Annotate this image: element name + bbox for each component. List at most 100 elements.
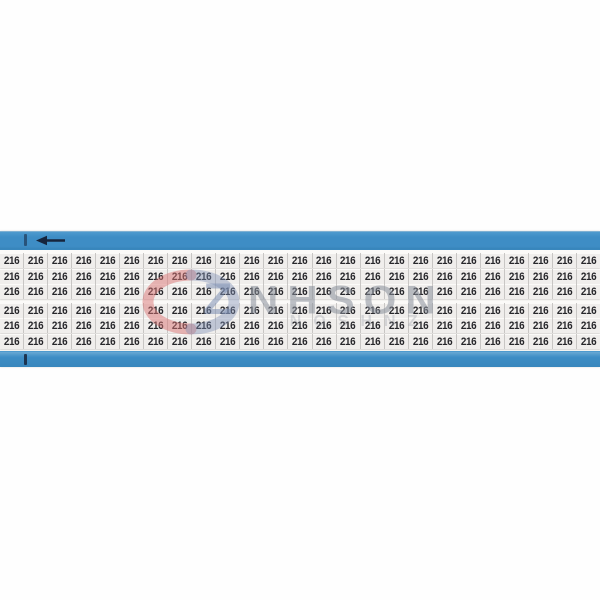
- marker-label-cell: 216: [480, 302, 504, 318]
- marker-label-text: 216: [123, 286, 140, 299]
- marker-label-text: 216: [196, 286, 212, 299]
- marker-label-text: 216: [508, 255, 525, 267]
- marker-label-text: 216: [148, 320, 164, 333]
- marker-label-cell: 216: [24, 318, 48, 334]
- marker-label-text: 216: [220, 335, 236, 348]
- marker-label-text: 216: [172, 335, 188, 348]
- marker-label-text: 216: [532, 320, 549, 333]
- marker-label-text: 216: [508, 270, 525, 283]
- marker-label-cell: 216: [504, 253, 528, 268]
- marker-label-cell: 216: [0, 253, 24, 268]
- marker-label-cell: 216: [336, 253, 360, 268]
- marker-label-text: 216: [3, 320, 20, 333]
- marker-label-cell: 216: [96, 333, 120, 349]
- marker-label-cell: 216: [120, 302, 144, 318]
- marker-label-cell: 216: [552, 268, 576, 284]
- marker-label-cell: 216: [336, 284, 360, 300]
- marker-label-cell: 216: [288, 333, 312, 349]
- marker-label-text: 216: [172, 286, 188, 299]
- marker-label-text: 216: [292, 255, 308, 267]
- marker-label-cell: 216: [576, 318, 600, 334]
- marker-label-cell: 216: [312, 253, 336, 268]
- marker-label-cell: 216: [384, 302, 408, 318]
- marker-row: 216 216 216 216 216 216 216 216 216 216 216 216 216 2…: [0, 302, 600, 318]
- marker-label-cell: 216: [576, 268, 600, 284]
- marker-label-text: 216: [436, 286, 453, 299]
- marker-label-cell: 216: [432, 253, 456, 268]
- marker-label-text: 216: [484, 255, 501, 267]
- marker-label-text: 216: [268, 286, 284, 299]
- marker-label-text: 216: [532, 286, 549, 299]
- marker-label-text: 216: [220, 255, 236, 267]
- marker-label-text: 216: [460, 304, 477, 317]
- marker-label-cell: 216: [96, 253, 120, 268]
- marker-label-cell: 216: [456, 302, 480, 318]
- marker-label-cell: 216: [72, 268, 96, 284]
- marker-label-text: 216: [460, 270, 477, 283]
- marker-label-cell: 216: [192, 253, 216, 268]
- marker-label-cell: 216: [576, 253, 600, 268]
- marker-label-cell: 216: [48, 253, 72, 268]
- marker-label-cell: 216: [312, 318, 336, 334]
- marker-label-text: 216: [99, 304, 116, 317]
- marker-label-cell: 216: [0, 268, 24, 284]
- marker-label-cell: 216: [240, 253, 264, 268]
- marker-label-text: 216: [148, 270, 164, 283]
- marker-label-cell: 216: [528, 333, 552, 349]
- marker-label-text: 216: [556, 320, 573, 333]
- marker-label-cell: 216: [384, 333, 408, 349]
- marker-label-cell: 216: [528, 302, 552, 318]
- marker-label-text: 216: [268, 304, 284, 317]
- marker-label-cell: 216: [72, 302, 96, 318]
- marker-label-cell: 216: [504, 284, 528, 300]
- marker-label-text: 216: [484, 304, 501, 317]
- marker-label-cell: 216: [480, 253, 504, 268]
- marker-label-cell: 216: [264, 268, 288, 284]
- marker-label-text: 216: [292, 270, 308, 283]
- marker-label-text: 216: [3, 286, 20, 299]
- marker-label-text: 216: [268, 270, 284, 283]
- marker-label-text: 216: [123, 270, 140, 283]
- alignment-tick-bottom: [24, 354, 27, 365]
- marker-label-grid: 216 216 216 216 216 216 216 216 216 216 216 216 216 2…: [0, 250, 600, 351]
- marker-label-text: 216: [27, 304, 44, 317]
- marker-label-text: 216: [27, 270, 44, 283]
- marker-label-text: 216: [484, 335, 501, 348]
- marker-label-text: 216: [244, 320, 260, 333]
- marker-label-cell: 216: [264, 318, 288, 334]
- marker-label-cell: 216: [240, 284, 264, 300]
- marker-label-text: 216: [364, 335, 380, 348]
- marker-label-cell: 216: [504, 318, 528, 334]
- marker-label-cell: 216: [456, 253, 480, 268]
- marker-label-cell: 216: [456, 333, 480, 349]
- marker-label-cell: 216: [120, 284, 144, 300]
- marker-label-text: 216: [196, 304, 212, 317]
- marker-label-cell: 216: [480, 268, 504, 284]
- marker-label-cell: 216: [408, 302, 432, 318]
- marker-label-cell: 216: [456, 318, 480, 334]
- marker-label-cell: 216: [24, 302, 48, 318]
- wire-marker-card: 216 216 216 216 216 216 216 216 216 216 216 216 216 2…: [0, 231, 600, 367]
- marker-label-text: 216: [412, 255, 428, 267]
- marker-label-text: 216: [388, 304, 404, 317]
- marker-label-text: 216: [172, 304, 188, 317]
- marker-label-text: 216: [196, 270, 212, 283]
- marker-label-text: 216: [148, 255, 164, 267]
- marker-label-cell: 216: [216, 302, 240, 318]
- marker-label-cell: 216: [48, 268, 72, 284]
- marker-label-cell: 216: [48, 284, 72, 300]
- marker-label-cell: 216: [144, 284, 168, 300]
- marker-label-cell: 216: [24, 268, 48, 284]
- marker-label-cell: 216: [288, 318, 312, 334]
- marker-label-cell: 216: [336, 268, 360, 284]
- marker-label-cell: 216: [192, 284, 216, 300]
- marker-label-cell: 216: [336, 318, 360, 334]
- marker-label-cell: 216: [192, 318, 216, 334]
- marker-label-text: 216: [75, 270, 92, 283]
- marker-label-text: 216: [196, 320, 212, 333]
- marker-label-cell: 216: [360, 268, 384, 284]
- marker-label-cell: 216: [288, 268, 312, 284]
- marker-label-text: 216: [412, 320, 428, 333]
- marker-label-cell: 216: [408, 318, 432, 334]
- marker-label-cell: 216: [24, 284, 48, 300]
